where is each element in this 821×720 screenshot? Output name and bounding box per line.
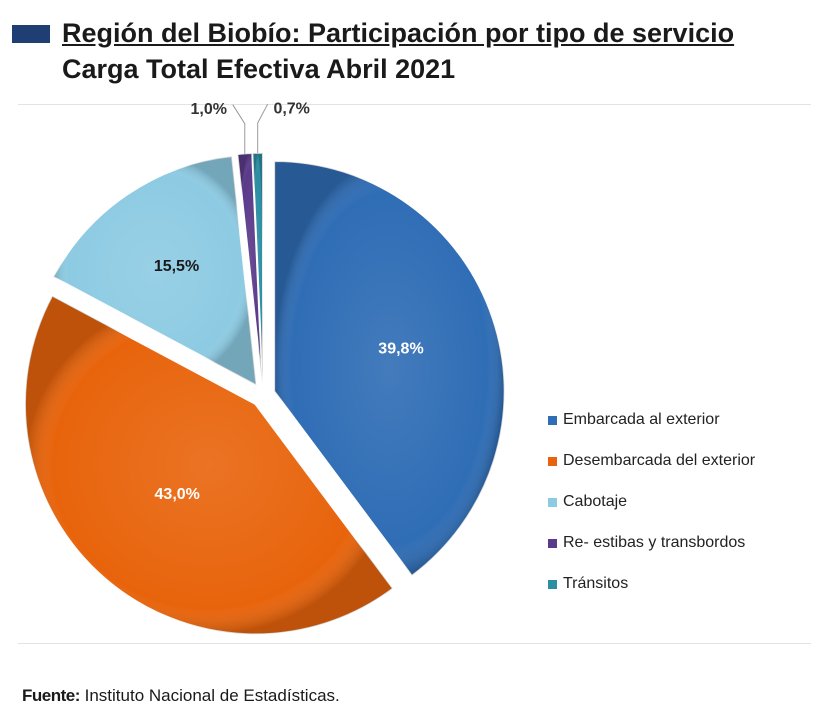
leader-line-transitos [257, 103, 269, 154]
pie-slice-shade-transitos [252, 153, 263, 384]
chart-title: Región del Biobío: Participación por tip… [62, 18, 735, 48]
source-text: Instituto Nacional de Estadísticas. [79, 686, 340, 705]
legend-item-re-estibas: Re- estibas y transbordos [548, 533, 755, 553]
legend-swatch [548, 538, 557, 548]
legend-swatch [548, 579, 557, 589]
data-label-transitos: 0,7% [273, 100, 309, 117]
leader-line-re-estibas [232, 104, 246, 154]
legend-swatch [548, 456, 557, 466]
legend: Embarcada al exterior Desembarcada del ex… [548, 410, 755, 615]
pie-slice-shade-cabotaje [53, 156, 257, 386]
data-label-cabotaje: 15,5% [154, 258, 199, 275]
data-label-desembarcada: 43,0% [155, 486, 200, 503]
source-label: Fuente: [22, 686, 80, 705]
data-label-embarcada: 39,8% [378, 340, 423, 357]
legend-swatch [548, 415, 557, 425]
legend-item-embarcada: Embarcada al exterior [548, 410, 755, 430]
legend-label: Tránsitos [563, 575, 629, 592]
pie-slice-shade-embarcada [274, 161, 505, 576]
legend-label: Re- estibas y transbordos [563, 534, 746, 551]
pie-slice-shade-desembarcada [25, 295, 393, 635]
legend-label: Cabotaje [563, 493, 628, 510]
source-note: Fuente: Instituto Nacional de Estadístic… [22, 686, 340, 706]
chart-area [18, 104, 811, 644]
legend-swatch [548, 497, 557, 507]
legend-label: Desembarcada del exterior [563, 452, 756, 469]
data-label-re-estibas: 1,0% [191, 101, 227, 118]
chart-subtitle: Carga Total Efectiva Abril 2021 [62, 54, 456, 84]
legend-label: Embarcada al exterior [563, 411, 720, 428]
pie-slice-shade-re-estibas [237, 153, 263, 384]
title-marker [12, 24, 50, 43]
legend-item-desembarcada: Desembarcada del exterior [548, 451, 755, 471]
legend-item-transitos: Tránsitos [548, 574, 755, 594]
title-row: Región del Biobío: Participación por tip… [12, 18, 734, 49]
legend-item-cabotaje: Cabotaje [548, 492, 755, 512]
